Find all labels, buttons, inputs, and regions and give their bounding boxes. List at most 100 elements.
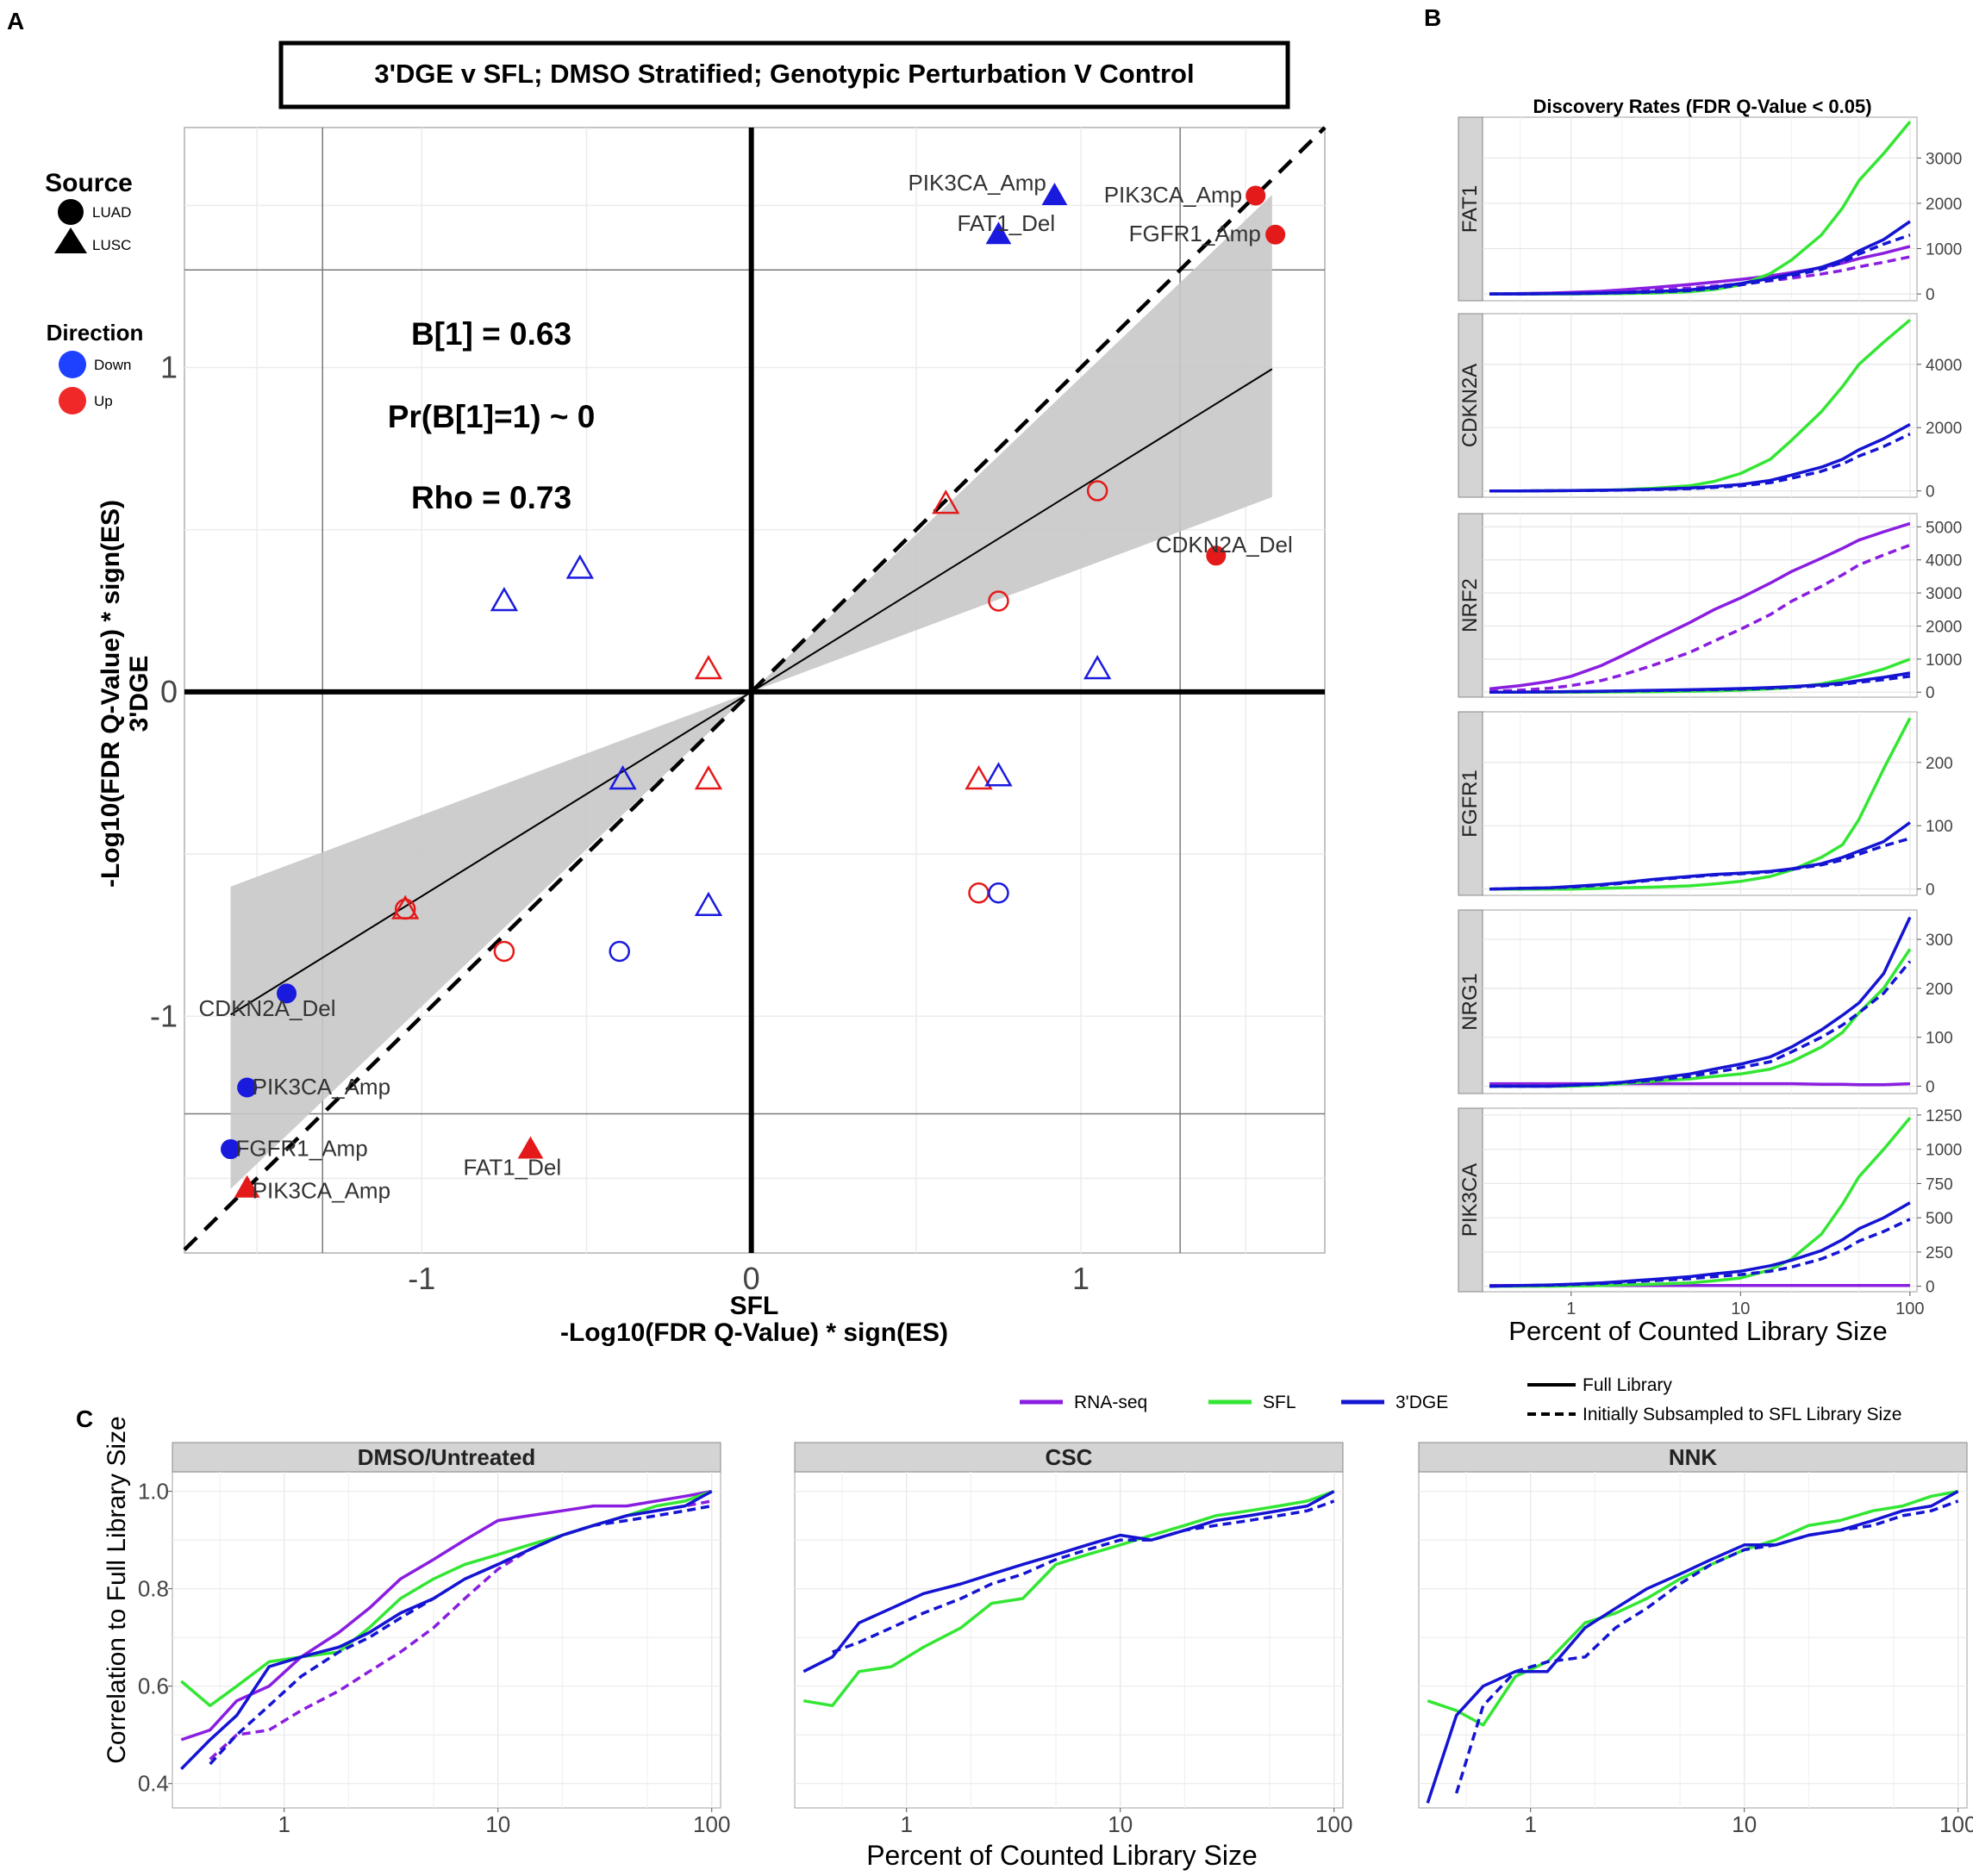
facet-strip-label: FGFR1 <box>1458 770 1482 838</box>
facet-strip-label: NRG1 <box>1458 973 1482 1031</box>
point-circle-up <box>1246 185 1266 206</box>
facet-panel <box>172 1471 721 1809</box>
point-circle-down <box>988 882 1009 904</box>
point-triangle-up <box>694 764 723 790</box>
facet-panel <box>794 1471 1344 1809</box>
legend-source-title: Source <box>45 169 133 197</box>
y-tick-label: 0.8 <box>138 1576 169 1602</box>
facet-nrg1: NRG1 0 100 200 300 <box>1458 909 1953 1096</box>
series-sfl-solid <box>803 1489 1335 1708</box>
facet-strip <box>172 1442 721 1473</box>
y-tick-label: 4000 <box>1926 357 1962 375</box>
series-3dge-solid <box>802 1490 1335 1673</box>
x-tick-label: 1 <box>1566 1299 1576 1318</box>
x-tick-label: 10 <box>485 1811 510 1837</box>
point-circle-up <box>493 940 515 963</box>
panel-label-b: B <box>1424 4 1441 31</box>
series-3dge-dashed <box>1489 960 1912 1088</box>
x-tick-label: 10 <box>1108 1811 1133 1837</box>
facet-strip-label: PIK3CA <box>1458 1163 1482 1237</box>
legend-down-circle-icon <box>59 351 86 378</box>
series-3dge-dashed <box>1489 675 1911 694</box>
series-rnaseq-dashed <box>1489 543 1911 694</box>
point-label: FAT1_Del <box>463 1155 561 1181</box>
facet-strip <box>1458 909 1483 1094</box>
point-triangle-down <box>1041 183 1068 206</box>
legend-source-luad: LUAD <box>92 204 131 221</box>
legend-source: Source LUAD LUSC <box>45 169 133 253</box>
facet-nrf2: NRF2 0 1000 2000 3000 4000 5000 <box>1458 513 1962 702</box>
x-tick-label: 1 <box>1524 1811 1536 1837</box>
x-tick-label: 1 <box>900 1811 912 1837</box>
y-tick-label: 300 <box>1926 932 1953 950</box>
point-circle-down <box>277 983 297 1004</box>
y-tick-label: 3000 <box>1926 585 1962 603</box>
facet-strip-label: CDKN2A <box>1458 364 1482 447</box>
facet-panel <box>1482 711 1918 896</box>
y-tick-label: 0 <box>1926 1279 1935 1297</box>
series-3dge-solid <box>1426 1490 1959 1804</box>
facet-strip <box>1458 1107 1483 1293</box>
panel-c-xlabel: Percent of Counted Library Size <box>866 1840 1258 1871</box>
x-tick-label: 1 <box>1072 1261 1090 1296</box>
point-triangle-up <box>694 655 723 680</box>
point-label: PIK3CA_Amp <box>253 1074 390 1100</box>
series-3dge-dashed <box>1455 1499 1959 1794</box>
series-rnaseq-solid <box>180 1489 713 1742</box>
legend-direction-up: Up <box>94 393 113 409</box>
y-tick-label: 1 <box>160 350 178 385</box>
y-tick-label: 1000 <box>1926 651 1962 670</box>
facet-strip-label: CSC <box>1046 1444 1093 1470</box>
point-triangle-down <box>609 764 637 790</box>
series-3dge-solid <box>180 1490 713 1771</box>
facet-cdkn2a: CDKN2A 0 2000 4000 <box>1458 313 1962 502</box>
y-tick-label: 5000 <box>1926 519 1962 537</box>
y-tick-label: 3000 <box>1926 150 1962 168</box>
panel-a-stats: B[1] = 0.63 Pr(B[1]=1) ~ 0 Rho = 0.73 <box>388 316 596 515</box>
series-3dge-dashed <box>1489 837 1911 891</box>
y-tick-label: 1.0 <box>138 1479 169 1505</box>
series-sfl-solid <box>1489 717 1912 891</box>
y-tick-label: 0 <box>1926 286 1935 304</box>
y-tick-label: 0 <box>160 674 178 709</box>
x-tick-label: 1 <box>278 1811 290 1837</box>
facet-pik3ca: PIK3CA 0 250 500 750 1000 1250 <box>1458 1107 1962 1297</box>
legend-up-circle-icon <box>59 387 86 414</box>
point-triangle-down <box>985 221 1012 245</box>
facet-strip <box>1458 313 1483 498</box>
point-circle-up <box>1206 545 1227 566</box>
point-label: PIK3CA_Amp <box>253 1178 390 1204</box>
legend-3dge-label: 3'DGE <box>1395 1393 1448 1412</box>
facet-panel <box>1418 1471 1968 1809</box>
legend-rnaseq-label: RNA-seq <box>1074 1393 1147 1412</box>
series-rnaseq-solid <box>1489 1081 1910 1087</box>
facet-panel <box>1482 513 1918 698</box>
legend-sfl-label: SFL <box>1263 1393 1296 1412</box>
facet-strip <box>1458 711 1483 896</box>
x-tick-label: 100 <box>1895 1299 1924 1318</box>
panel-a-xlabel-2: -Log10(FDR Q-Value) * sign(ES) <box>560 1318 948 1347</box>
point-circle-up <box>988 590 1009 612</box>
panel-a-ylabel-2: -Log10(FDR Q-Value) * sign(ES) <box>97 500 125 888</box>
x-tick-label: 100 <box>693 1811 730 1837</box>
point-label: CDKN2A_Del <box>1156 532 1293 558</box>
facet-dmso-untreated: DMSO/Untreated 1 10 100 0.4 0.6 0.8 1.0 <box>138 1442 730 1837</box>
facet-fgfr1: FGFR1 0 100 200 <box>1458 711 1953 900</box>
facet-panel <box>1482 116 1918 302</box>
fit-line <box>230 368 1273 1016</box>
facet-fat1: FAT1 0 1000 2000 3000 <box>1458 116 1962 304</box>
x-tick-label: 10 <box>1731 1299 1750 1318</box>
facet-strip-label: NNK <box>1669 1444 1718 1470</box>
point-label: CDKN2A_Del <box>199 995 336 1021</box>
series-sfl-solid <box>1427 1489 1959 1727</box>
y-tick-label: 0 <box>1926 684 1935 702</box>
panel-c-ylabel: Correlation to Full Library Size <box>103 1416 131 1764</box>
point-triangle-down <box>1083 655 1112 680</box>
point-circle-up <box>1265 224 1286 245</box>
panel-a-plot-area: PIK3CA_Amp FAT1_Del PIK3CA_Amp FGFR1_Amp CDK… <box>183 126 1327 1254</box>
series-3dge-dashed <box>1489 234 1911 296</box>
stat-pr-b1: Pr(B[1]=1) ~ 0 <box>388 399 596 434</box>
y-tick-label: 0 <box>1926 483 1935 502</box>
panel-a-ylabel-1: 3'DGE <box>125 656 153 732</box>
series-rnaseq-solid <box>1489 521 1911 691</box>
